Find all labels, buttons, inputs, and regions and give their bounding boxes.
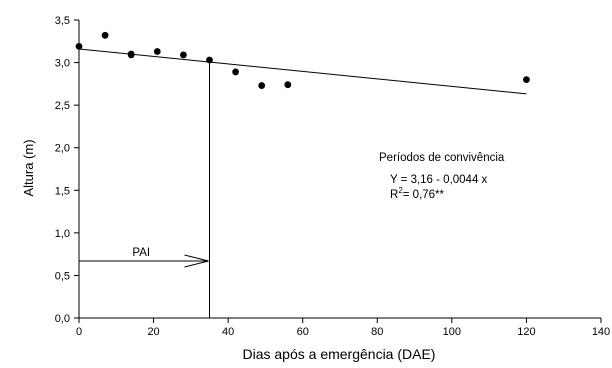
data-point <box>75 42 83 50</box>
x-tick-label: 60 <box>297 326 309 338</box>
y-ticks: 0,0 0,5 1,0 1,5 2,0 2,5 3,0 3,5 <box>55 15 79 325</box>
x-tick-label: 140 <box>592 326 610 338</box>
y-tick-label: 0,0 <box>55 313 70 325</box>
data-point <box>284 81 292 89</box>
data-point <box>232 68 240 76</box>
y-tick-label: 1,5 <box>55 185 70 197</box>
regression-equation: Y = 3,16 - 0,0044 x <box>390 174 488 186</box>
data-point <box>258 82 266 89</box>
y-tick-label: 2,5 <box>55 100 70 112</box>
x-tick-label: 40 <box>222 326 234 338</box>
x-tick-label: 0 <box>76 326 82 338</box>
pai-arrow-head <box>184 254 209 268</box>
fit <box>78 48 527 95</box>
r-squared: R2= 0,76** <box>390 186 445 201</box>
annotation-title: Períodos de convivência <box>379 152 505 164</box>
regression-line <box>78 48 527 95</box>
data-point <box>206 56 213 64</box>
y-axis-label: Altura (m) <box>21 139 36 196</box>
annotation: Períodos de convivência Y = 3,16 - 0,004… <box>379 152 505 201</box>
r-squared-sup: 2 <box>398 186 403 195</box>
y-tick-label: 1,0 <box>55 228 70 240</box>
data-point <box>523 76 530 83</box>
r-squared-value: = 0,76** <box>403 189 445 201</box>
data-point <box>127 50 135 58</box>
x-tick-label: 80 <box>371 326 383 338</box>
data-point <box>153 48 161 55</box>
x-tick-label: 100 <box>443 326 461 338</box>
y-tick-label: 0,5 <box>55 270 70 282</box>
data-point <box>180 51 187 59</box>
y-tick-label: 2,0 <box>55 143 70 155</box>
points <box>75 31 530 89</box>
data-point <box>101 31 109 39</box>
r-squared-prefix: R <box>390 189 398 201</box>
axes <box>78 20 601 319</box>
pai-group: PAI <box>79 62 210 318</box>
x-axis-label: Dias após a emergência (DAE) <box>243 346 436 362</box>
y-tick-label: 3,0 <box>55 58 70 70</box>
x-tick-label: 20 <box>147 326 159 338</box>
x-ticks: 0 20 40 60 80 100 120 140 <box>76 318 610 338</box>
pai-label: PAI <box>132 247 150 259</box>
y-tick-label: 3,5 <box>55 15 70 27</box>
x-tick-label: 120 <box>517 326 535 338</box>
